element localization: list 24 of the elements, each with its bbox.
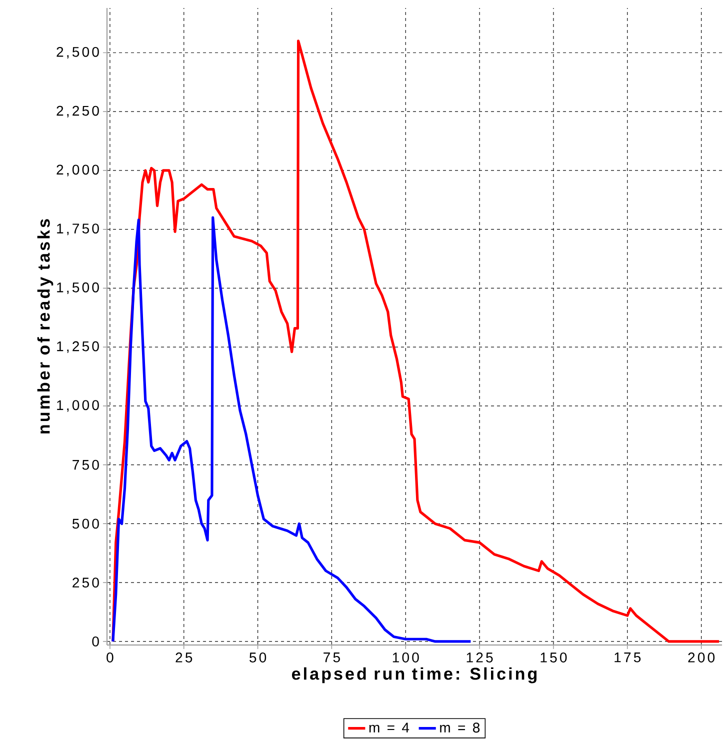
- y-axis-title: number of ready tasks: [38, 219, 54, 434]
- y-tick-label: 500: [72, 518, 100, 529]
- y-tick-label: 250: [72, 578, 100, 588]
- legend-label: m = 4: [370, 722, 410, 732]
- x-tick-label: 100: [393, 652, 420, 662]
- x-tick-label: 75: [324, 652, 340, 662]
- x-tick-label: 125: [467, 652, 493, 662]
- x-tick-label: 50: [250, 652, 266, 662]
- x-tick-label: 175: [614, 652, 641, 662]
- legend-label: m = 8: [440, 722, 480, 733]
- y-tick-label: 1,750: [57, 224, 100, 236]
- x-tick-label: 150: [540, 652, 567, 662]
- x-axis-title: elapsed run time: Slicing: [292, 667, 537, 684]
- x-tick-label: 0: [106, 652, 114, 662]
- y-tick-label: 1,500: [57, 282, 100, 294]
- y-tick-label: 2,250: [56, 106, 100, 118]
- x-tick-label: 25: [176, 652, 192, 662]
- y-tick-label: 1,000: [57, 400, 100, 412]
- y-tick-label: 750: [72, 460, 100, 470]
- y-tick-label: 2,500: [56, 46, 100, 59]
- x-tick-label: 200: [688, 652, 715, 662]
- y-tick-label: 0: [92, 636, 100, 646]
- y-tick-label: 1,250: [57, 341, 100, 353]
- y-tick-label: 2,000: [56, 164, 100, 176]
